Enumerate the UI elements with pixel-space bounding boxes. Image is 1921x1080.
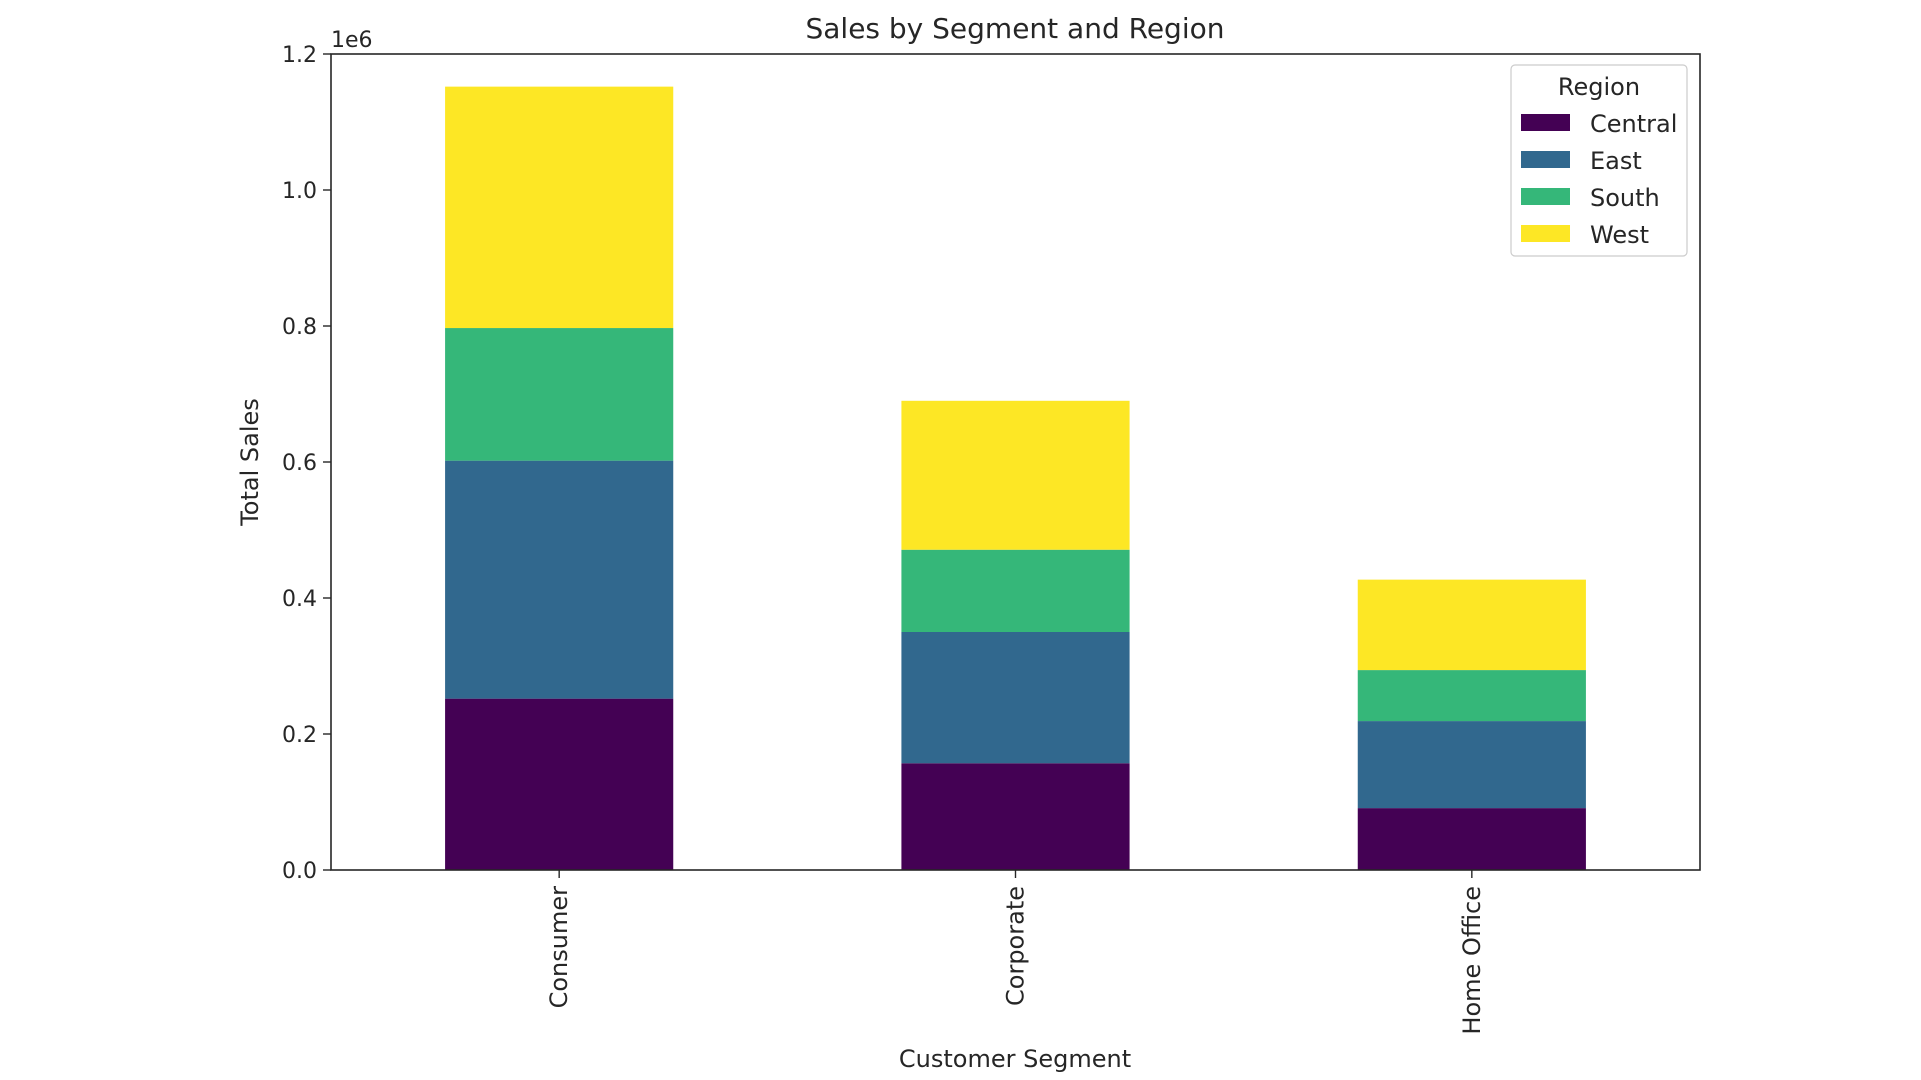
bar-south-home-office	[1357, 670, 1586, 722]
x-tick-label: Corporate	[1002, 886, 1030, 1006]
legend-label-south: South	[1590, 184, 1660, 212]
y-axis-label: Total Sales	[236, 398, 264, 527]
chart-title: Sales by Segment and Region	[805, 12, 1224, 45]
plot-area-frame	[330, 53, 1701, 871]
legend-label-central: Central	[1590, 110, 1677, 138]
bar-east-consumer	[445, 460, 674, 699]
legend-swatch-west	[1521, 225, 1570, 242]
legend-label-west: West	[1590, 221, 1649, 249]
y-tick-label: 1.2	[282, 43, 317, 68]
y-scale-label: 1e6	[331, 28, 373, 53]
bars-group	[445, 86, 1586, 870]
y-axis-ticks: 0.0 0.2 0.4 0.6 0.8 1.0 1.2	[282, 43, 331, 884]
legend-label-east: East	[1590, 147, 1642, 175]
legend-items: Central East South West	[1521, 110, 1677, 249]
y-tick-label: 0.6	[282, 451, 317, 476]
bar-west-consumer	[445, 86, 674, 329]
x-axis-ticks: Consumer Corporate Home Office	[545, 870, 1486, 1035]
x-tick-label: Home Office	[1458, 886, 1486, 1035]
bar-west-home-office	[1357, 579, 1586, 671]
bar-east-home-office	[1357, 721, 1586, 809]
legend-swatch-south	[1521, 188, 1570, 205]
y-tick-label: 0.2	[282, 723, 317, 748]
legend: Region Central East South West	[1510, 64, 1688, 257]
y-tick-label: 0.8	[282, 315, 317, 340]
bar-central-corporate	[901, 763, 1130, 870]
y-tick-label: 0.4	[282, 587, 317, 612]
bar-south-consumer	[445, 328, 674, 461]
y-tick-label: 1.0	[282, 179, 317, 204]
bar-south-corporate	[901, 549, 1130, 632]
legend-frame	[1510, 64, 1688, 257]
x-tick-label: Consumer	[545, 886, 573, 1009]
legend-swatch-east	[1521, 151, 1570, 168]
legend-swatch-central	[1521, 114, 1570, 131]
bar-east-corporate	[901, 632, 1130, 764]
y-tick-label: 0.0	[282, 859, 317, 884]
x-axis-label: Customer Segment	[899, 1045, 1131, 1073]
bar-central-home-office	[1357, 808, 1586, 870]
bar-central-consumer	[445, 698, 674, 870]
legend-title: Region	[1558, 73, 1640, 101]
bar-west-corporate	[901, 400, 1130, 550]
